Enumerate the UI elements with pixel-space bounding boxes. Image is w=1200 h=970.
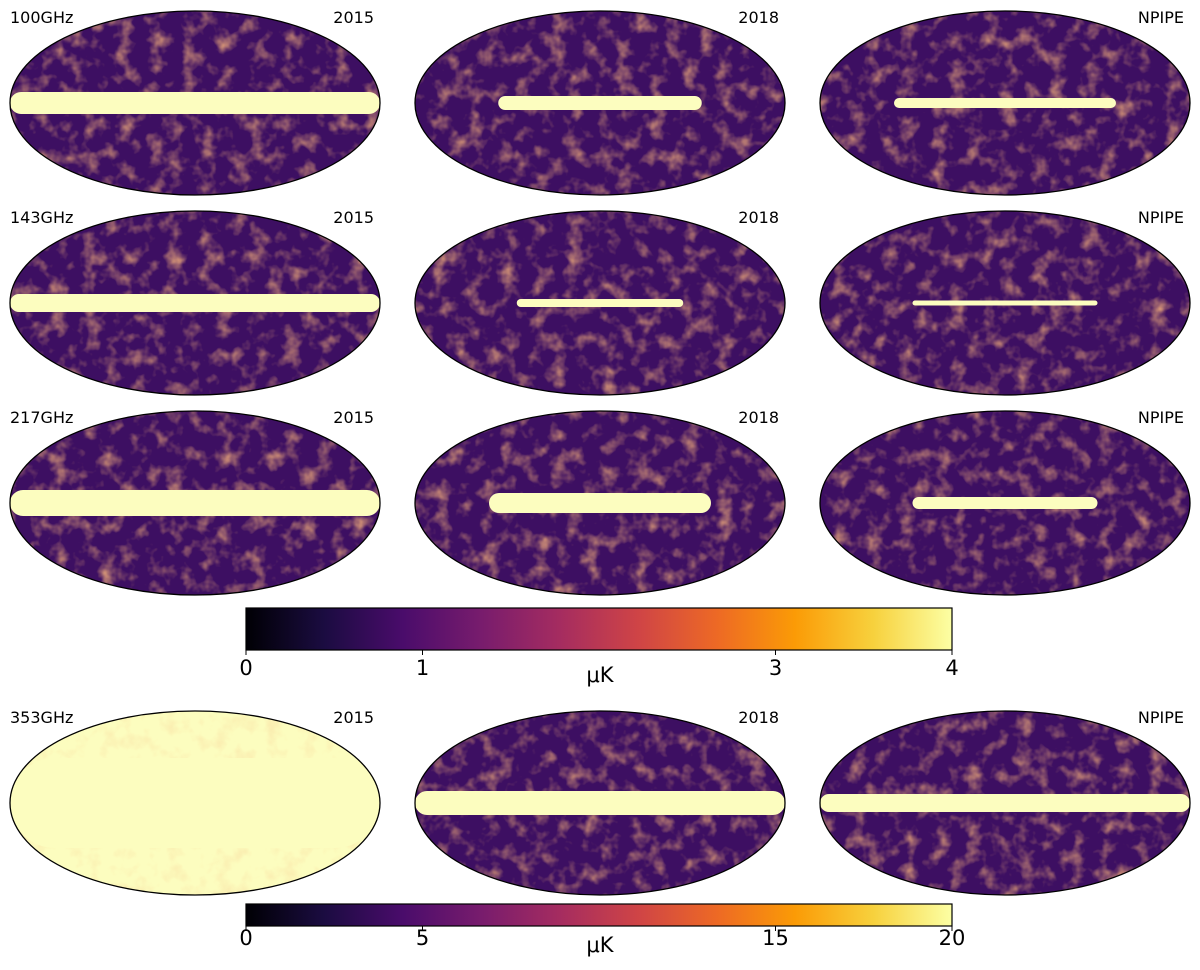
sky-map <box>10 411 380 595</box>
colorbar-tick-label: 0 <box>239 926 252 950</box>
sky-map <box>10 211 380 395</box>
frequency-label: 353GHz <box>10 708 73 727</box>
map-outline <box>819 710 1191 896</box>
map-outline <box>9 410 381 596</box>
colorbar-tick-label: 1 <box>416 656 429 680</box>
map-label: 2018 <box>738 408 779 427</box>
map-outline <box>9 710 381 896</box>
colorbar-tick-label: 5 <box>416 926 429 950</box>
map-label: 2018 <box>738 208 779 227</box>
colorbar-tick-label: 15 <box>762 926 789 950</box>
frequency-label: 217GHz <box>10 408 73 427</box>
map-label: 2018 <box>738 8 779 27</box>
map-outline <box>414 710 786 896</box>
colorbar-tick-label: 3 <box>769 656 782 680</box>
map-outline <box>819 210 1191 396</box>
map-label: NPIPE <box>1138 208 1184 227</box>
sky-map <box>820 11 1190 195</box>
sky-map <box>10 11 380 195</box>
galactic-plane <box>820 794 1190 812</box>
galactic-plane <box>10 92 380 114</box>
galactic-plane <box>912 300 1098 306</box>
galactic-plane <box>10 294 380 312</box>
galactic-plane <box>894 98 1116 108</box>
sky-map <box>820 211 1190 395</box>
map-outline <box>9 10 381 196</box>
colorbar <box>245 607 953 651</box>
sky-map <box>820 411 1190 595</box>
colorbar <box>245 903 953 927</box>
map-label: 2015 <box>333 8 374 27</box>
map-label: 2018 <box>738 708 779 727</box>
sky-map <box>10 711 380 895</box>
colorbar-tick-label: 20 <box>939 926 966 950</box>
galactic-plane <box>415 791 785 815</box>
sky-map <box>415 711 785 895</box>
map-label: 2015 <box>333 208 374 227</box>
map-label: 2015 <box>333 408 374 427</box>
map-outline <box>414 10 786 196</box>
frequency-label: 100GHz <box>10 8 73 27</box>
map-label: NPIPE <box>1138 8 1184 27</box>
galactic-plane <box>10 758 380 848</box>
galactic-plane <box>912 497 1098 509</box>
galactic-plane <box>10 490 380 516</box>
map-outline <box>9 210 381 396</box>
sky-map <box>415 11 785 195</box>
galactic-plane <box>489 493 711 513</box>
map-outline <box>819 410 1191 596</box>
sky-map <box>415 211 785 395</box>
colorbar-label: μK <box>586 663 614 687</box>
map-outline <box>819 10 1191 196</box>
map-label: NPIPE <box>1138 708 1184 727</box>
galactic-plane <box>516 299 684 307</box>
map-outline <box>414 210 786 396</box>
galactic-plane <box>498 96 702 110</box>
colorbar-tick-label: 0 <box>239 656 252 680</box>
map-label: 2015 <box>333 708 374 727</box>
map-outline <box>414 410 786 596</box>
map-label: NPIPE <box>1138 408 1184 427</box>
sky-map <box>820 711 1190 895</box>
frequency-label: 143GHz <box>10 208 73 227</box>
sky-map <box>415 411 785 595</box>
colorbar-tick-label: 4 <box>945 656 958 680</box>
colorbar-label: μK <box>586 933 614 957</box>
